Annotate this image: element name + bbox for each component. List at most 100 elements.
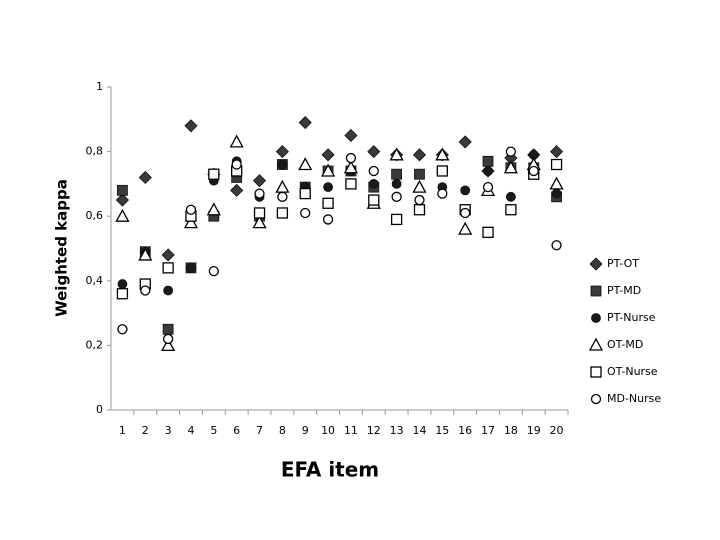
marker: [162, 333, 174, 345]
x-axis-title: EFA item: [281, 458, 379, 482]
marker: [161, 338, 176, 352]
marker: [185, 204, 197, 215]
marker: [162, 262, 174, 274]
x-tick-label: 15: [435, 424, 449, 437]
marker: [161, 248, 175, 262]
y-tick-label: 0: [96, 403, 103, 416]
legend-label: PT-Nurse: [607, 311, 656, 324]
marker: [252, 215, 267, 229]
x-tick-label: 19: [527, 424, 541, 437]
marker: [322, 197, 334, 209]
marker: [345, 152, 357, 164]
x-tick-label: 3: [165, 424, 172, 437]
x-tick-label: 20: [550, 424, 564, 437]
marker: [162, 323, 174, 335]
marker: [323, 182, 333, 193]
legend-label: OT-Nurse: [607, 365, 658, 378]
marker: [458, 135, 472, 149]
marker: [551, 188, 562, 199]
marker: [254, 188, 265, 199]
marker: [458, 221, 473, 235]
marker: [483, 166, 493, 176]
y-axis-title: Weighted kappa: [53, 179, 71, 317]
x-tick-label: 8: [279, 424, 286, 437]
marker: [368, 178, 379, 189]
legend-label: PT-MD: [607, 284, 641, 297]
legend-label: PT-OT: [607, 257, 639, 270]
marker: [391, 168, 403, 180]
marker: [505, 204, 517, 216]
marker: [412, 179, 427, 193]
x-tick-label: 2: [142, 424, 149, 437]
legend-marker: [590, 285, 602, 297]
marker: [252, 174, 267, 188]
x-tick-label: 7: [256, 424, 263, 437]
marker: [298, 115, 312, 130]
x-tick-label: 6: [233, 424, 240, 437]
marker: [551, 240, 562, 251]
marker: [138, 170, 152, 185]
x-tick-label: 10: [321, 424, 335, 437]
marker: [117, 184, 128, 196]
x-tick-label: 17: [481, 424, 495, 437]
legend-label: OT-MD: [607, 338, 643, 351]
marker: [231, 159, 242, 170]
marker: [276, 207, 289, 219]
y-tick-label: 0,6: [86, 209, 104, 222]
x-tick-label: 4: [187, 424, 194, 437]
marker: [482, 155, 494, 167]
marker: [277, 159, 288, 170]
marker: [230, 183, 244, 197]
marker: [391, 191, 402, 202]
marker: [414, 194, 425, 206]
marker: [320, 163, 336, 177]
marker: [482, 181, 494, 193]
marker: [208, 168, 220, 180]
marker: [437, 188, 448, 199]
marker: [138, 247, 153, 261]
legend-label: MD-Nurse: [607, 392, 661, 405]
marker: [300, 207, 311, 219]
marker: [550, 145, 564, 159]
marker: [505, 146, 517, 157]
marker: [116, 288, 129, 300]
marker: [277, 191, 288, 202]
y-tick-label: 0,4: [86, 274, 104, 287]
marker: [367, 145, 381, 159]
marker: [389, 147, 404, 161]
marker: [412, 148, 427, 162]
marker: [413, 204, 426, 216]
marker: [460, 185, 471, 196]
marker: [343, 160, 359, 174]
marker: [322, 214, 334, 225]
marker: [549, 176, 564, 190]
y-tick-label: 0,8: [86, 145, 104, 158]
marker: [344, 128, 358, 143]
marker: [208, 265, 219, 277]
marker: [436, 165, 448, 177]
marker: [550, 158, 563, 171]
x-tick-label: 12: [367, 424, 381, 437]
y-tick-label: 0,2: [86, 338, 104, 351]
marker: [299, 187, 311, 200]
marker: [390, 213, 403, 226]
marker: [163, 285, 174, 296]
marker: [391, 178, 402, 189]
marker: [184, 119, 198, 133]
marker: [298, 157, 313, 171]
x-tick-label: 5: [210, 424, 217, 437]
marker: [117, 324, 128, 335]
y-tick-label: 1: [96, 80, 103, 93]
marker: [115, 208, 130, 222]
marker: [505, 191, 516, 202]
legend-marker: [588, 337, 604, 351]
x-tick-label: 1: [119, 424, 126, 437]
x-tick-label: 18: [504, 424, 518, 437]
marker: [115, 193, 129, 207]
x-tick-label: 13: [390, 424, 404, 437]
marker: [206, 202, 221, 216]
marker: [368, 194, 380, 206]
marker: [186, 262, 196, 273]
marker: [275, 145, 289, 159]
